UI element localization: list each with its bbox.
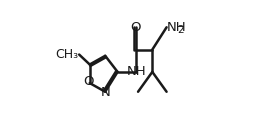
Text: NH: NH — [126, 65, 146, 78]
Text: 2: 2 — [177, 25, 184, 35]
Text: O: O — [83, 75, 94, 88]
Text: N: N — [100, 87, 110, 99]
Text: O: O — [130, 21, 141, 34]
Text: NH: NH — [167, 21, 186, 34]
Text: CH₃: CH₃ — [55, 48, 78, 61]
